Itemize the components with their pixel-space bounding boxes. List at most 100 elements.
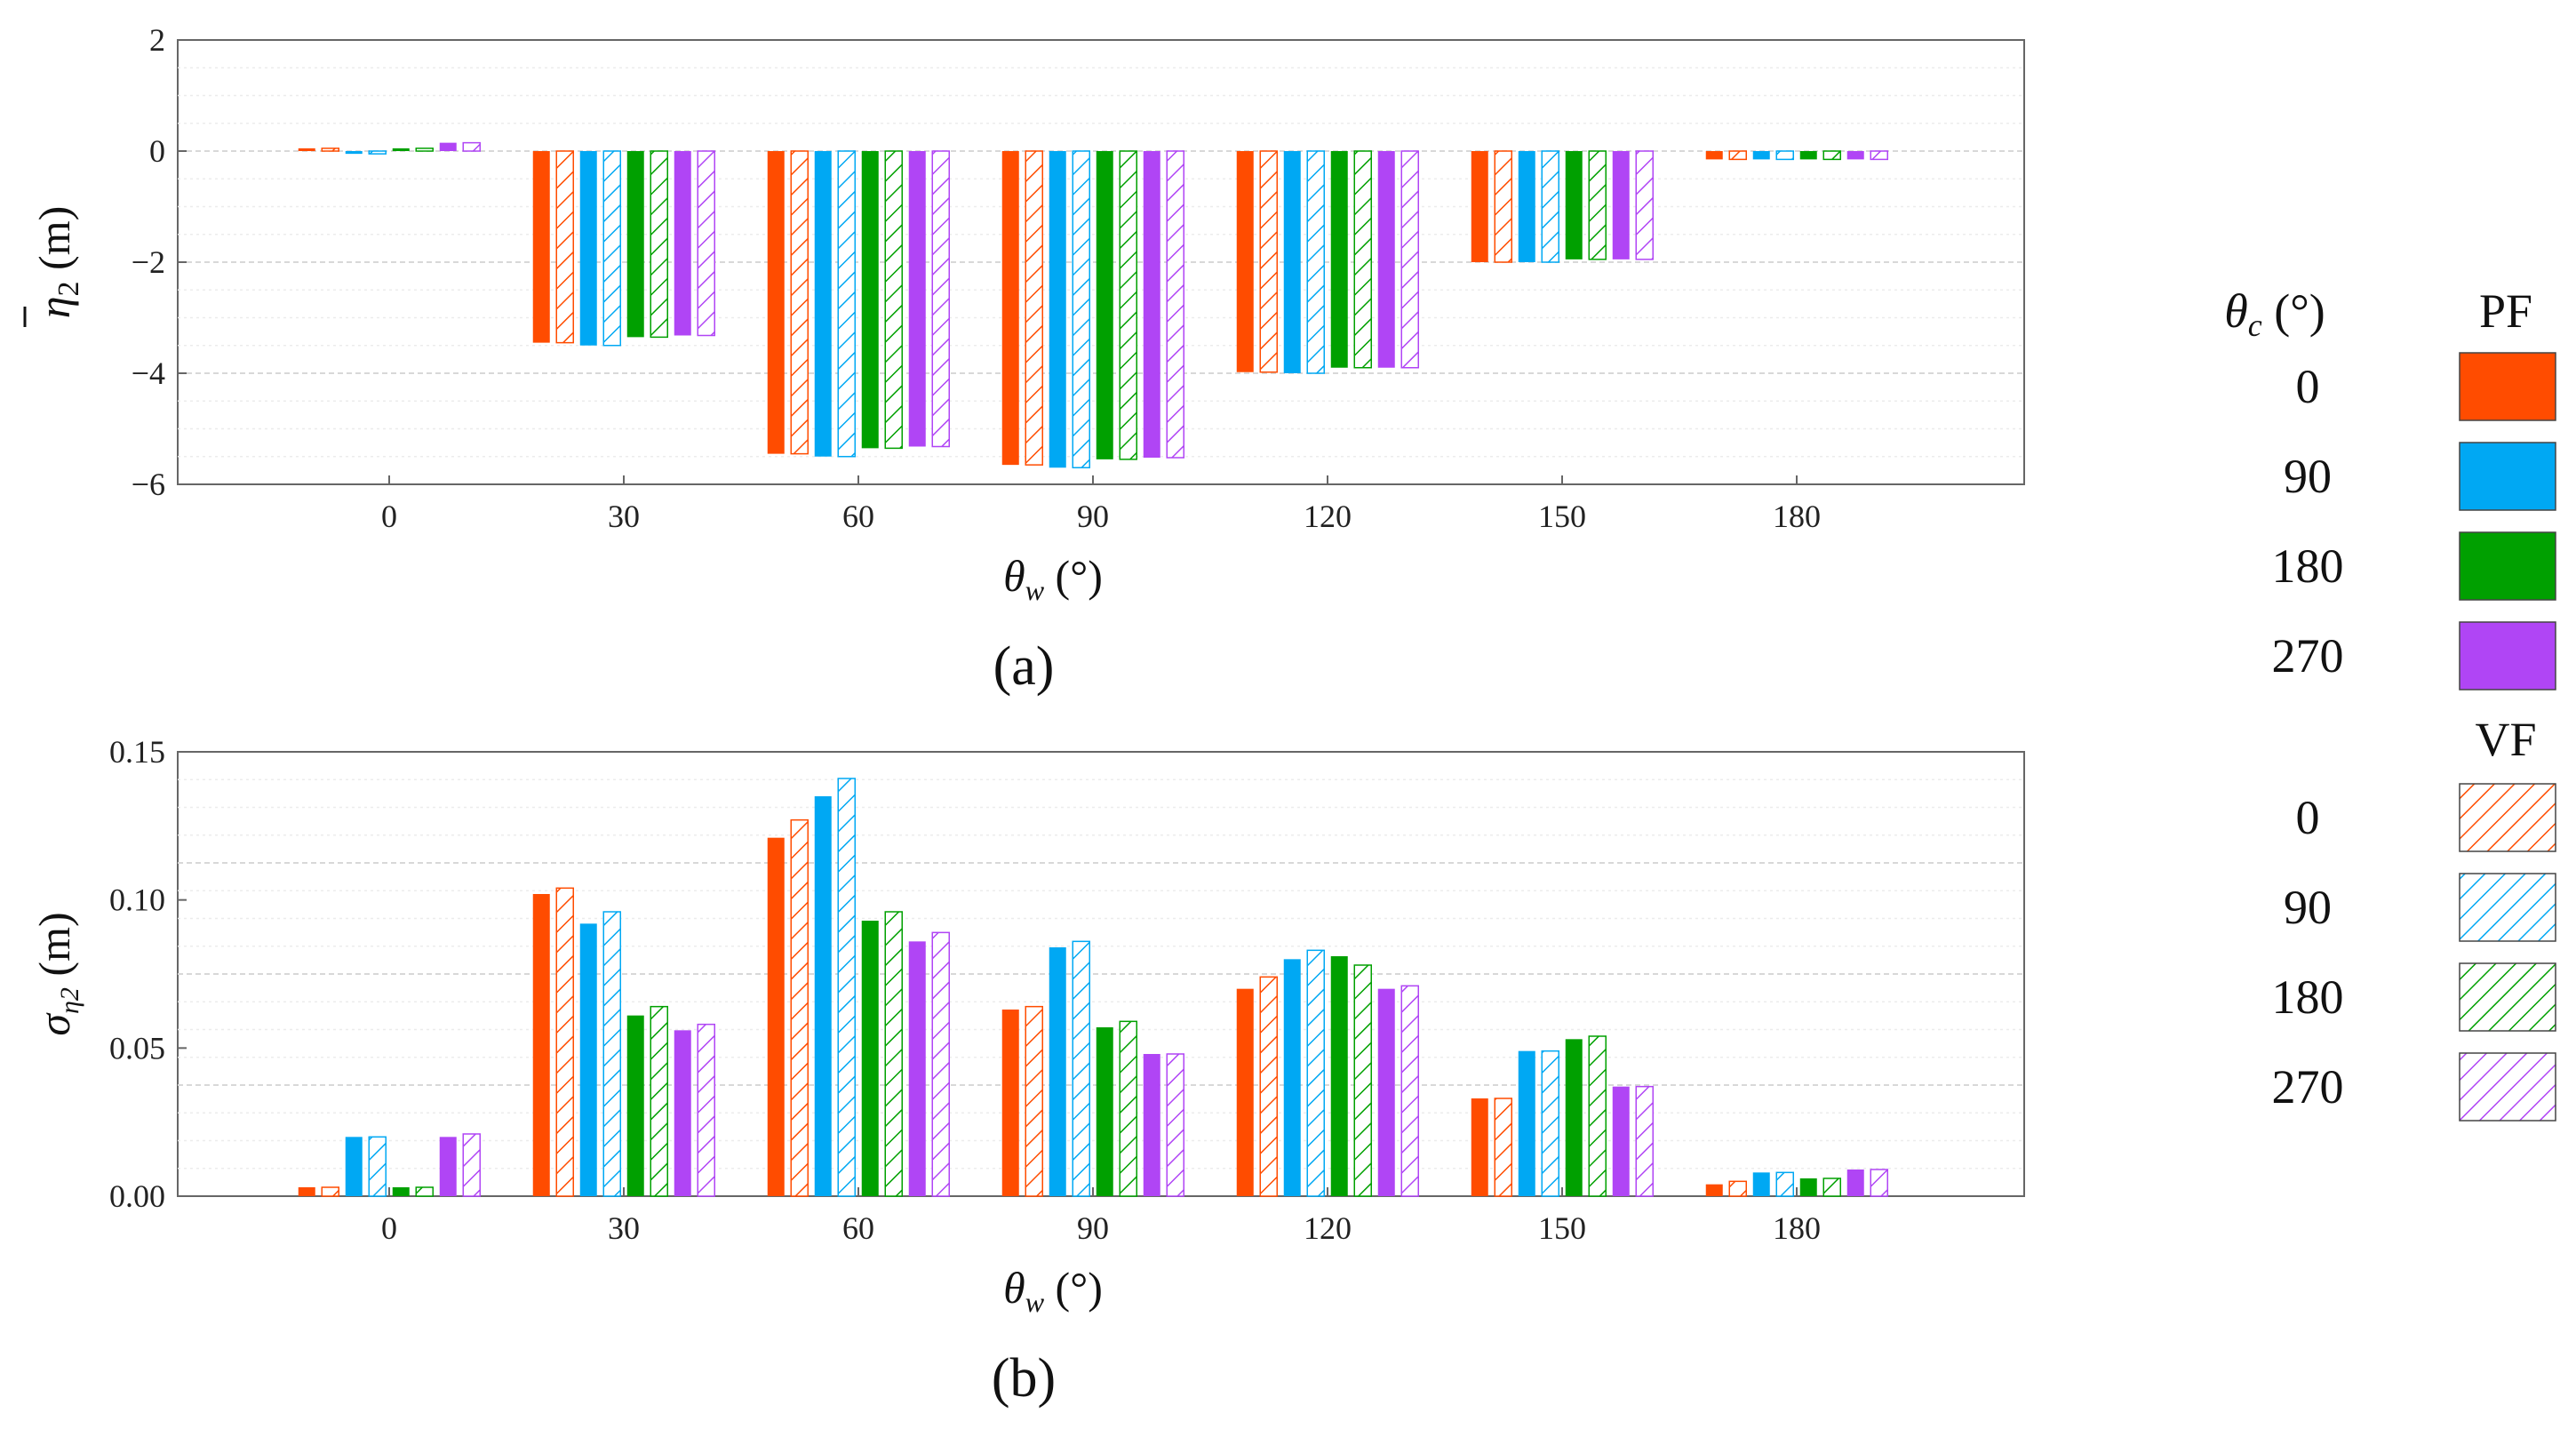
bar-pf-270-60 bbox=[908, 941, 926, 1196]
bar-vf-270-30 bbox=[697, 150, 715, 337]
bar-pf-90-180 bbox=[1752, 151, 1770, 160]
bar-pf-270-0 bbox=[439, 142, 457, 151]
bar-pf-270-180 bbox=[1846, 1170, 1864, 1196]
bar-pf-0-90 bbox=[1001, 151, 1019, 466]
bar-pf-0-120 bbox=[1236, 151, 1254, 372]
bar-pf-180-180 bbox=[1799, 151, 1817, 160]
bar-pf-0-30 bbox=[532, 894, 550, 1196]
x-tick-label: 180 bbox=[1773, 499, 1821, 534]
bar-vf-270-60 bbox=[931, 931, 950, 1197]
legend-pf-swatch-270 bbox=[2459, 621, 2556, 691]
bar-vf-180-180 bbox=[1822, 150, 1841, 161]
bar-vf-90-60 bbox=[837, 150, 856, 458]
x-tick-label: 90 bbox=[1077, 499, 1109, 534]
bar-pf-180-30 bbox=[626, 1015, 644, 1196]
bar-vf-0-60 bbox=[790, 150, 809, 455]
legend-pf-swatch-90 bbox=[2459, 442, 2556, 511]
bar-pf-0-30 bbox=[532, 151, 550, 343]
bar-pf-180-150 bbox=[1565, 151, 1583, 259]
bar-pf-180-30 bbox=[626, 151, 644, 338]
bar-vf-90-90 bbox=[1072, 940, 1090, 1197]
bar-vf-90-180 bbox=[1775, 150, 1794, 161]
bar-vf-180-60 bbox=[884, 150, 903, 450]
bar-vf-270-0 bbox=[462, 141, 481, 152]
bar-pf-90-120 bbox=[1283, 151, 1301, 373]
bar-vf-90-150 bbox=[1541, 150, 1559, 263]
bar-vf-180-0 bbox=[415, 1186, 434, 1197]
x-tick-label: 120 bbox=[1304, 1210, 1352, 1246]
bar-vf-180-0 bbox=[415, 148, 434, 152]
bar-pf-270-90 bbox=[1143, 1054, 1160, 1196]
bar-vf-0-30 bbox=[555, 887, 574, 1197]
bar-pf-270-30 bbox=[674, 151, 691, 336]
bar-vf-270-120 bbox=[1400, 150, 1419, 369]
bar-pf-0-120 bbox=[1236, 988, 1254, 1196]
bar-vf-90-150 bbox=[1541, 1050, 1559, 1197]
bar-vf-90-30 bbox=[602, 911, 621, 1197]
bar-pf-90-30 bbox=[579, 151, 597, 346]
bar-pf-270-90 bbox=[1143, 151, 1160, 458]
bar-vf-0-60 bbox=[790, 818, 809, 1197]
bar-vf-180-90 bbox=[1119, 1020, 1137, 1197]
legend-pf-title: PF bbox=[2479, 284, 2532, 338]
bar-pf-90-30 bbox=[579, 923, 597, 1196]
bar-vf-180-60 bbox=[884, 911, 903, 1197]
bar-pf-270-180 bbox=[1846, 151, 1864, 160]
bar-vf-90-60 bbox=[837, 778, 856, 1197]
bar-vf-90-30 bbox=[602, 150, 621, 347]
legend-pf-label-270: 270 bbox=[2272, 629, 2344, 683]
bar-vf-0-30 bbox=[555, 150, 574, 344]
bar-pf-90-0 bbox=[345, 1137, 363, 1196]
bar-pf-90-0 bbox=[345, 151, 363, 155]
bar-pf-270-120 bbox=[1377, 151, 1395, 368]
bar-pf-270-150 bbox=[1612, 1086, 1630, 1196]
bar-pf-180-90 bbox=[1096, 151, 1113, 459]
bar-pf-180-60 bbox=[861, 921, 879, 1196]
bar-vf-90-180 bbox=[1775, 1171, 1794, 1197]
x-tick-label: 120 bbox=[1304, 499, 1352, 534]
legend-vf-swatch-90 bbox=[2459, 873, 2556, 942]
bar-pf-270-120 bbox=[1377, 988, 1395, 1196]
bar-vf-0-180 bbox=[1728, 150, 1747, 161]
bar-vf-90-0 bbox=[368, 150, 387, 155]
y-tick-label: 0 bbox=[149, 133, 165, 169]
x-tick-label: 60 bbox=[842, 499, 874, 534]
bar-pf-0-150 bbox=[1471, 151, 1488, 262]
legend-header-theta-c: θc (°) bbox=[2224, 284, 2325, 343]
y-tick-label: −2 bbox=[132, 244, 165, 280]
y-axis-label-a: η2 (m) bbox=[29, 206, 85, 319]
y-tick-label: −6 bbox=[132, 467, 165, 502]
bar-vf-180-120 bbox=[1353, 964, 1372, 1197]
legend-pf-label-0: 0 bbox=[2296, 360, 2320, 413]
bar-vf-180-90 bbox=[1119, 150, 1137, 460]
bar-vf-180-180 bbox=[1822, 1178, 1841, 1197]
bar-pf-270-0 bbox=[439, 1137, 457, 1196]
y-tick-label: 2 bbox=[149, 22, 165, 58]
bar-vf-270-60 bbox=[931, 150, 950, 448]
bar-pf-180-0 bbox=[392, 1187, 410, 1196]
bar-vf-270-150 bbox=[1635, 1085, 1654, 1197]
bar-vf-270-180 bbox=[1870, 150, 1888, 161]
bar-vf-0-0 bbox=[321, 148, 339, 152]
bar-vf-270-90 bbox=[1166, 150, 1184, 459]
bar-vf-270-90 bbox=[1166, 1053, 1184, 1197]
legend-vf-label-0: 0 bbox=[2296, 791, 2320, 844]
legend-pf-label-90: 90 bbox=[2284, 450, 2332, 503]
legend: θc (°) PF VF 0 0 90 90 180 180 270 270 bbox=[2224, 284, 2556, 1122]
bar-pf-90-90 bbox=[1049, 947, 1066, 1196]
legend-pf-swatch-180 bbox=[2459, 531, 2556, 601]
x-tick-label: 60 bbox=[842, 1210, 874, 1246]
x-tick-label: 0 bbox=[381, 1210, 397, 1246]
bar-vf-90-120 bbox=[1306, 150, 1325, 374]
bar-vf-90-120 bbox=[1306, 949, 1325, 1197]
bar-vf-90-0 bbox=[368, 1136, 387, 1197]
bar-pf-90-60 bbox=[814, 151, 832, 457]
bar-pf-180-120 bbox=[1330, 956, 1348, 1196]
bar-pf-90-180 bbox=[1752, 1172, 1770, 1196]
bar-vf-180-30 bbox=[650, 150, 668, 339]
x-tick-label: 30 bbox=[608, 1210, 640, 1246]
bar-pf-90-90 bbox=[1049, 151, 1066, 468]
bar-pf-90-150 bbox=[1518, 1050, 1535, 1196]
y-tick-label: 0.15 bbox=[109, 734, 165, 770]
